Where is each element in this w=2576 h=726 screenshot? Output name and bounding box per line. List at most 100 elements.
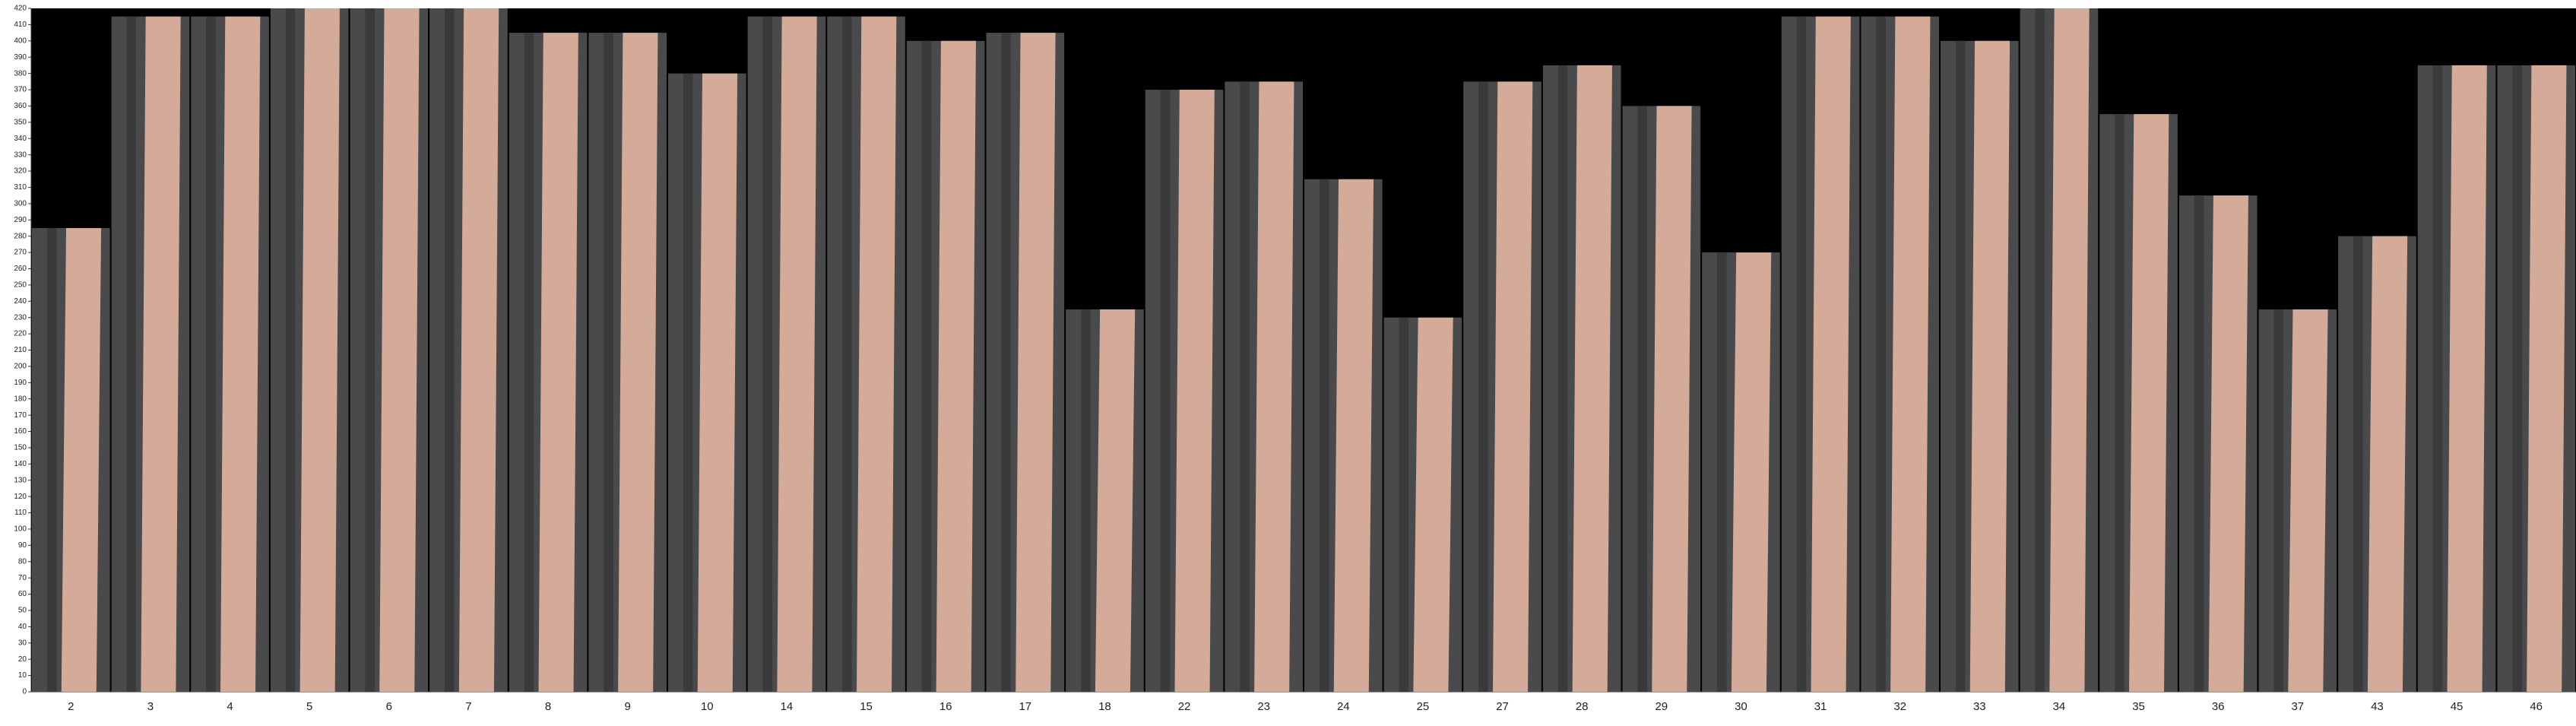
x-tick-label: 34 [2053, 700, 2066, 713]
board-veneer [141, 16, 181, 692]
x-tick-label: 35 [2132, 700, 2145, 713]
board-shadow [2035, 8, 2045, 692]
board-shadow [2115, 114, 2124, 692]
x-tick-label: 46 [2530, 700, 2543, 713]
y-tick-label: 40 [18, 623, 27, 631]
y-tick-label: 80 [18, 557, 27, 566]
y-tick-label: 20 [18, 655, 27, 664]
board-veneer [1969, 40, 2010, 693]
board-veneer [1652, 106, 1692, 692]
x-tick-label: 6 [386, 700, 392, 713]
y-tick-label: 410 [14, 21, 27, 29]
board-veneer [1731, 252, 1772, 693]
y-tick-label: 370 [14, 86, 27, 94]
x-tick-label: 36 [2212, 700, 2225, 713]
y-tick-label: 30 [18, 639, 27, 647]
y-tick-label: 200 [14, 363, 27, 371]
x-tick-label: 18 [1098, 700, 1111, 713]
board-veneer [2208, 195, 2248, 692]
board-veneer [857, 16, 897, 692]
board-shadow [524, 33, 534, 693]
y-tick-label: 380 [14, 69, 27, 78]
y-tick-label: 340 [14, 135, 27, 143]
x-tick-label: 43 [2371, 700, 2384, 713]
board-veneer [1016, 33, 1056, 693]
x-tick-label: 14 [781, 700, 794, 713]
board-veneer [697, 73, 738, 693]
board-shadow [445, 8, 455, 692]
board-shadow [921, 40, 932, 693]
board-veneer [1174, 90, 1215, 693]
x-tick-label: 33 [1973, 700, 1986, 713]
board-shadow [365, 8, 375, 692]
board-veneer [2367, 236, 2408, 693]
y-tick-label: 180 [14, 395, 27, 403]
board-shadow [2512, 65, 2522, 692]
y-tick-label: 90 [18, 541, 27, 550]
x-tick-label: 4 [227, 700, 233, 713]
y-tick-label: 270 [14, 249, 27, 257]
board-shadow [2432, 65, 2443, 692]
board-shadow [206, 16, 216, 692]
x-tick-label: 9 [625, 700, 631, 713]
y-tick-label: 260 [14, 265, 27, 273]
y-tick-label: 110 [14, 509, 27, 517]
y-tick-label: 420 [14, 5, 27, 13]
y-tick-label: 0 [22, 688, 27, 696]
x-tick-label: 8 [545, 700, 551, 713]
board-shadow [285, 8, 296, 692]
y-tick-label: 190 [14, 379, 27, 387]
x-tick-label: 32 [1893, 700, 1906, 713]
board-veneer [936, 40, 976, 693]
x-tick-label: 24 [1337, 700, 1350, 713]
board-veneer [538, 33, 578, 693]
y-tick-label: 210 [14, 346, 27, 354]
y-tick-label: 280 [14, 232, 27, 240]
y-tick-label: 120 [14, 493, 27, 501]
board-veneer [1572, 65, 1612, 692]
y-tick-label: 160 [14, 427, 27, 436]
board-shadow [1399, 317, 1409, 692]
y-tick-label: 230 [14, 313, 27, 322]
board-veneer [2129, 114, 2169, 692]
board-veneer [61, 227, 102, 692]
board-shadow [46, 227, 57, 692]
board-veneer [1890, 16, 1931, 692]
x-tick-label: 31 [1814, 700, 1827, 713]
board-shadow [1160, 90, 1171, 693]
y-tick-label: 70 [18, 574, 27, 582]
x-tick-label: 15 [860, 700, 873, 713]
board-shadow [1796, 16, 1807, 692]
y-tick-label: 290 [14, 216, 27, 224]
x-tick-label: 23 [1257, 700, 1270, 713]
y-tick-label: 170 [14, 411, 27, 420]
board-shadow [126, 16, 137, 692]
board-veneer [2527, 65, 2567, 692]
x-tick-label: 5 [306, 700, 312, 713]
x-tick-label: 2 [68, 700, 74, 713]
board-shadow [1478, 81, 1488, 693]
board-veneer [299, 8, 340, 692]
board-veneer [220, 16, 261, 692]
y-tick-label: 150 [14, 444, 27, 452]
y-tick-label: 360 [14, 102, 27, 110]
board-shadow [1717, 252, 1727, 693]
board-shadow [604, 33, 613, 693]
board-veneer [1493, 81, 1533, 693]
board-shadow [1876, 16, 1886, 692]
x-tick-label: 3 [147, 700, 154, 713]
y-tick-label: 10 [18, 671, 27, 680]
board-shadow [1557, 65, 1568, 692]
y-tick-label: 390 [14, 53, 27, 62]
board-veneer [1333, 179, 1374, 692]
board-veneer [458, 8, 499, 692]
board-shadow [1001, 33, 1011, 693]
board-shadow [2194, 195, 2204, 692]
board-shadow [1955, 40, 1966, 693]
y-tick-label: 330 [14, 151, 27, 159]
board-veneer [2049, 8, 2090, 692]
y-tick-label: 300 [14, 199, 27, 208]
x-tick-label: 28 [1576, 700, 1589, 713]
x-tick-label: 10 [701, 700, 714, 713]
